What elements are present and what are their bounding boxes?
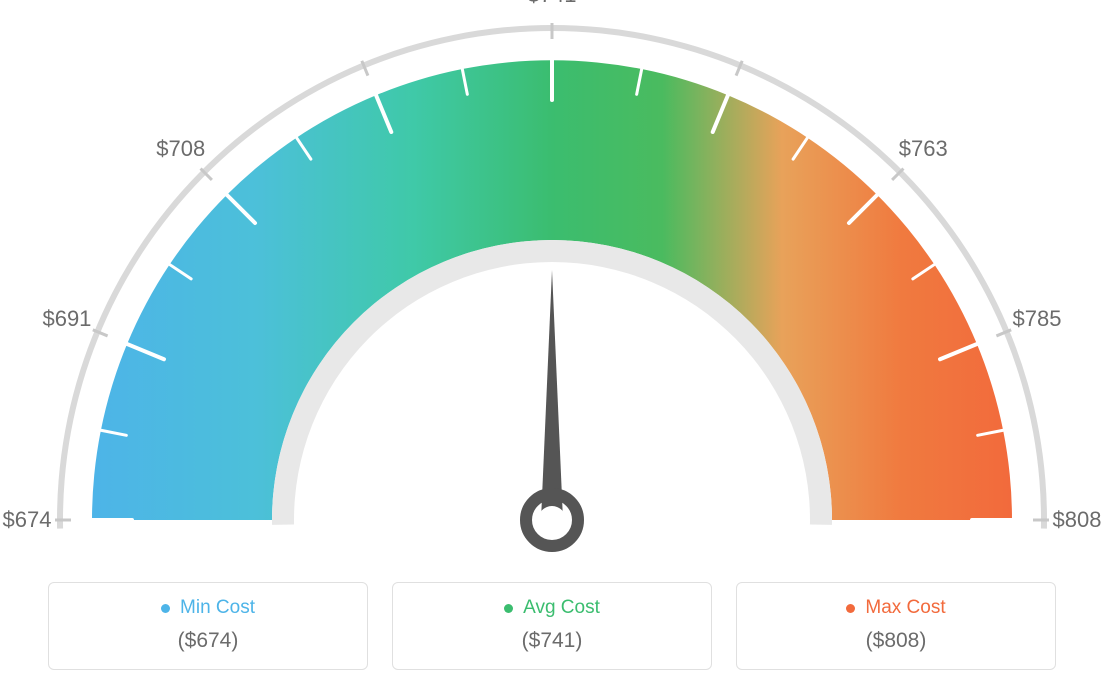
legend-title-max: Max Cost (846, 597, 945, 619)
gauge-chart (0, 0, 1104, 560)
legend-card-min: Min Cost ($674) (48, 582, 368, 670)
gauge-tick-label: $691 (42, 306, 91, 332)
legend-title-text: Avg Cost (523, 597, 600, 619)
legend-value-min: ($674) (69, 629, 347, 653)
gauge-tick-label: $763 (899, 136, 948, 162)
dot-icon (504, 604, 513, 613)
gauge-tick-label: $674 (3, 507, 52, 533)
gauge-container: $674 $691 $708 $741 $763 $785 $808 (0, 0, 1104, 560)
legend-card-avg: Avg Cost ($741) (392, 582, 712, 670)
legend-value-max: ($808) (757, 629, 1035, 653)
legend-row: Min Cost ($674) Avg Cost ($741) Max Cost… (0, 582, 1104, 670)
gauge-tick-label: $785 (1013, 306, 1062, 332)
legend-title-text: Max Cost (865, 597, 945, 619)
dot-icon (846, 604, 855, 613)
legend-title-min: Min Cost (161, 597, 255, 619)
gauge-tick-label: $741 (528, 0, 577, 8)
legend-title-text: Min Cost (180, 597, 255, 619)
gauge-tick-label: $808 (1053, 507, 1102, 533)
dot-icon (161, 604, 170, 613)
gauge-tick-label: $708 (156, 136, 205, 162)
legend-title-avg: Avg Cost (504, 597, 600, 619)
legend-value-avg: ($741) (413, 629, 691, 653)
legend-card-max: Max Cost ($808) (736, 582, 1056, 670)
